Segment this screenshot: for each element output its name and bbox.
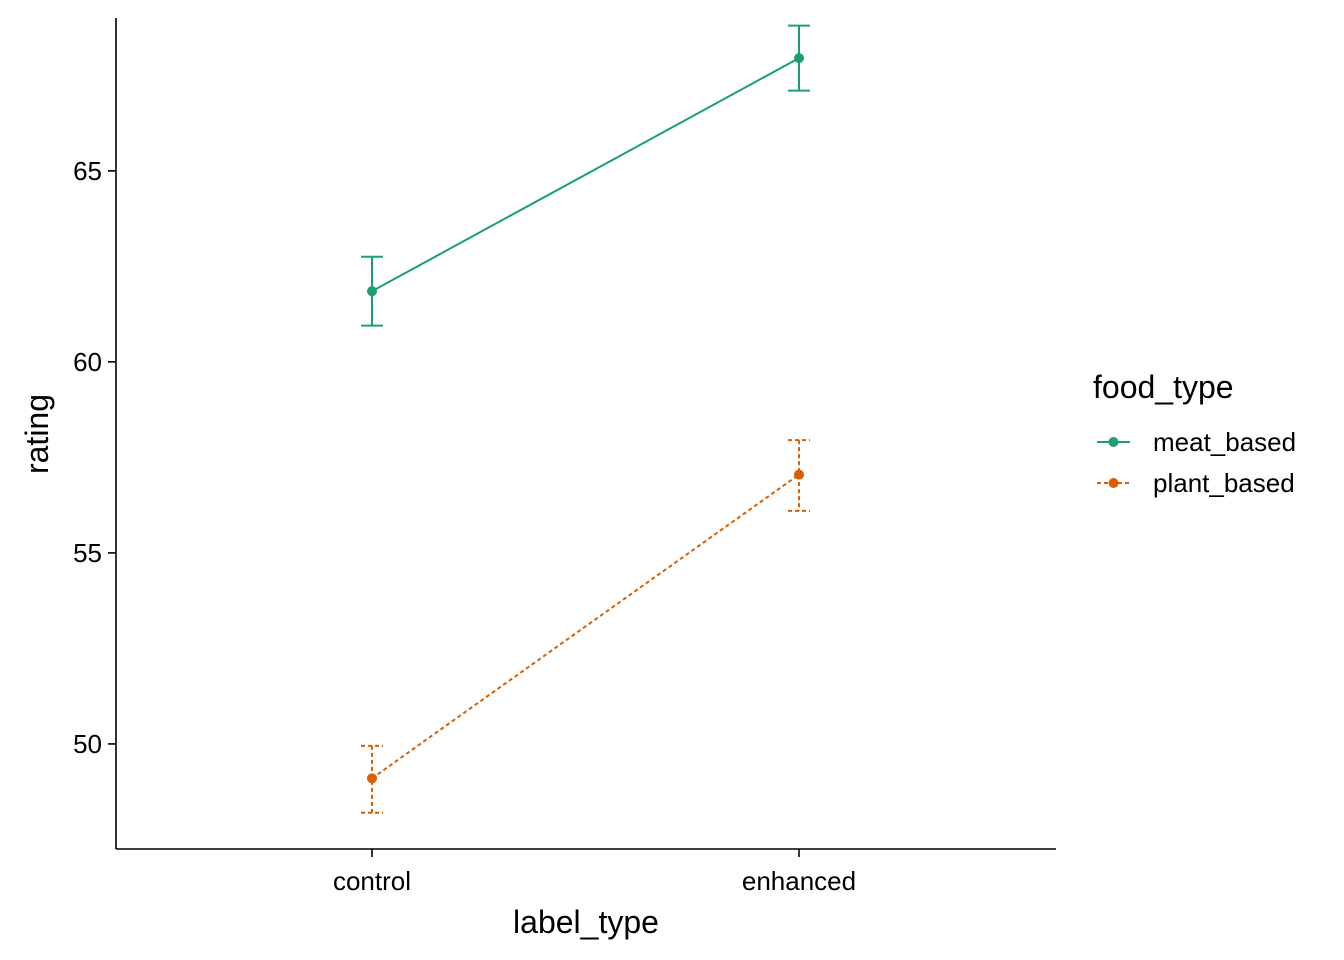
series-plant-based — [361, 439, 810, 814]
y-tick-label: 60 — [73, 347, 102, 377]
legend: food_type meat_based plant_based — [1093, 369, 1296, 498]
series-meat-based — [361, 24, 810, 327]
legend-items: meat_based plant_based — [1097, 427, 1296, 498]
x-tick-label: control — [333, 866, 411, 896]
legend-label: meat_based — [1153, 427, 1296, 457]
legend-title: food_type — [1093, 369, 1234, 405]
y-axis-title: rating — [19, 394, 55, 474]
y-tick-label: 55 — [73, 538, 102, 568]
legend-key-point — [1108, 478, 1119, 488]
y-axis-ticks: 50 55 60 65 — [73, 156, 116, 759]
legend-key-point — [1108, 437, 1119, 447]
data-point — [794, 469, 804, 480]
error-bar — [361, 744, 383, 814]
legend-item-meat-based: meat_based — [1097, 427, 1296, 457]
series-line — [371, 473, 800, 780]
x-tick-label: enhanced — [742, 866, 856, 896]
y-tick-label: 50 — [73, 729, 102, 759]
axes: 50 55 60 65 control enhanced label_type rati… — [19, 18, 1056, 940]
series-line — [371, 57, 800, 293]
data-point — [367, 773, 377, 784]
y-tick-label: 65 — [73, 156, 102, 186]
x-axis-title: label_type — [513, 904, 659, 940]
legend-item-plant-based: plant_based — [1097, 468, 1295, 498]
data-point — [367, 286, 377, 297]
plot-panel — [361, 24, 810, 814]
legend-label: plant_based — [1153, 468, 1295, 498]
data-point — [794, 53, 804, 64]
x-axis-ticks: control enhanced — [333, 849, 856, 896]
